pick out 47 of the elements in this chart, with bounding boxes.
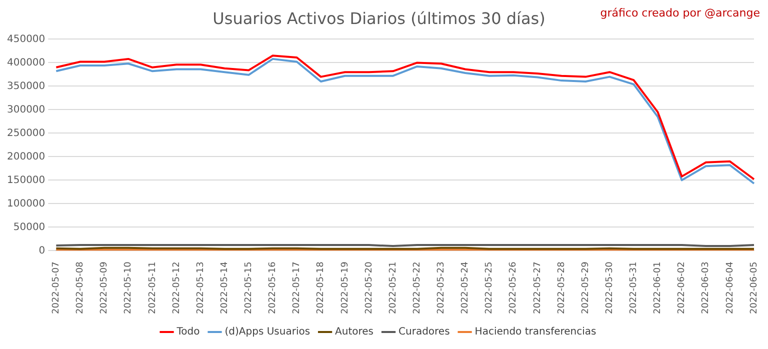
x-tick-label: 2022-05-18: [316, 261, 326, 314]
x-tick-label: 2022-05-10: [124, 261, 134, 314]
x-tick-label: 2022-05-13: [196, 262, 206, 314]
y-tick-label: 250000: [6, 128, 46, 139]
x-tick-label: 2022-06-02: [677, 262, 688, 314]
x-tick-label: 2022-06-01: [653, 262, 664, 314]
text: gráfico creado por @arcange: [600, 6, 760, 20]
y-tick-label: 300000: [6, 104, 46, 116]
x-tick-label: 2022-05-27: [532, 262, 543, 314]
legend-label: Curadores: [398, 326, 450, 338]
x-tick-label: 2022-05-14: [220, 261, 230, 314]
y-tick-label: 50000: [13, 222, 46, 233]
y-tick-label: 400000: [6, 57, 46, 68]
y-tick-label: 350000: [6, 80, 46, 92]
x-tick-label: 2022-05-20: [364, 261, 374, 314]
legend-label: (d)Apps Usuarios: [224, 326, 310, 338]
x-tick-label: 2022-05-28: [556, 261, 567, 314]
legend-label: Haciendo transferencias: [474, 326, 596, 338]
y-tick-label: 200000: [6, 151, 46, 162]
x-tick-label: 2022-05-17: [292, 262, 302, 314]
x-tick-label: 2022-05-22: [412, 262, 422, 314]
y-tick-label: 100000: [6, 198, 46, 210]
x-tick-label: 2022-06-03: [701, 262, 712, 314]
x-tick-label: 2022-05-15: [244, 262, 254, 314]
x-tick-label: 2022-05-24: [460, 261, 471, 314]
x-tick-label: 2022-05-26: [508, 261, 519, 314]
x-tick-label: 2022-05-16: [268, 261, 278, 314]
x-tick-label: 2022-05-23: [436, 262, 447, 314]
x-tick-label: 2022-05-31: [629, 262, 640, 314]
x-tick-label: 2022-05-19: [340, 261, 350, 314]
x-tick-label: 2022-05-12: [172, 262, 182, 314]
x-tick-label: 2022-05-21: [388, 262, 398, 314]
x-tick-label: 2022-05-07: [52, 262, 62, 314]
x-tick-label: 2022-05-29: [580, 261, 591, 314]
x-tick-label: 2022-05-30: [604, 261, 615, 314]
chart-title: Usuarios Activos Diarios (últimos 30 días): [212, 8, 546, 28]
x-tick-label: 2022-05-09: [100, 261, 110, 314]
x-tick-label: 2022-05-08: [76, 261, 86, 314]
x-tick-label: 2022-05-11: [148, 262, 158, 314]
legend-label: Autores: [335, 326, 374, 338]
x-tick-label: 2022-06-04: [725, 261, 736, 314]
x-tick-label: 2022-06-05: [749, 262, 760, 314]
y-tick-label: 150000: [6, 174, 46, 186]
y-tick-label: 450000: [6, 34, 46, 45]
y-tick-label: 0: [38, 245, 46, 256]
legend-label: Todo: [176, 326, 200, 338]
x-tick-label: 2022-05-25: [484, 262, 495, 314]
